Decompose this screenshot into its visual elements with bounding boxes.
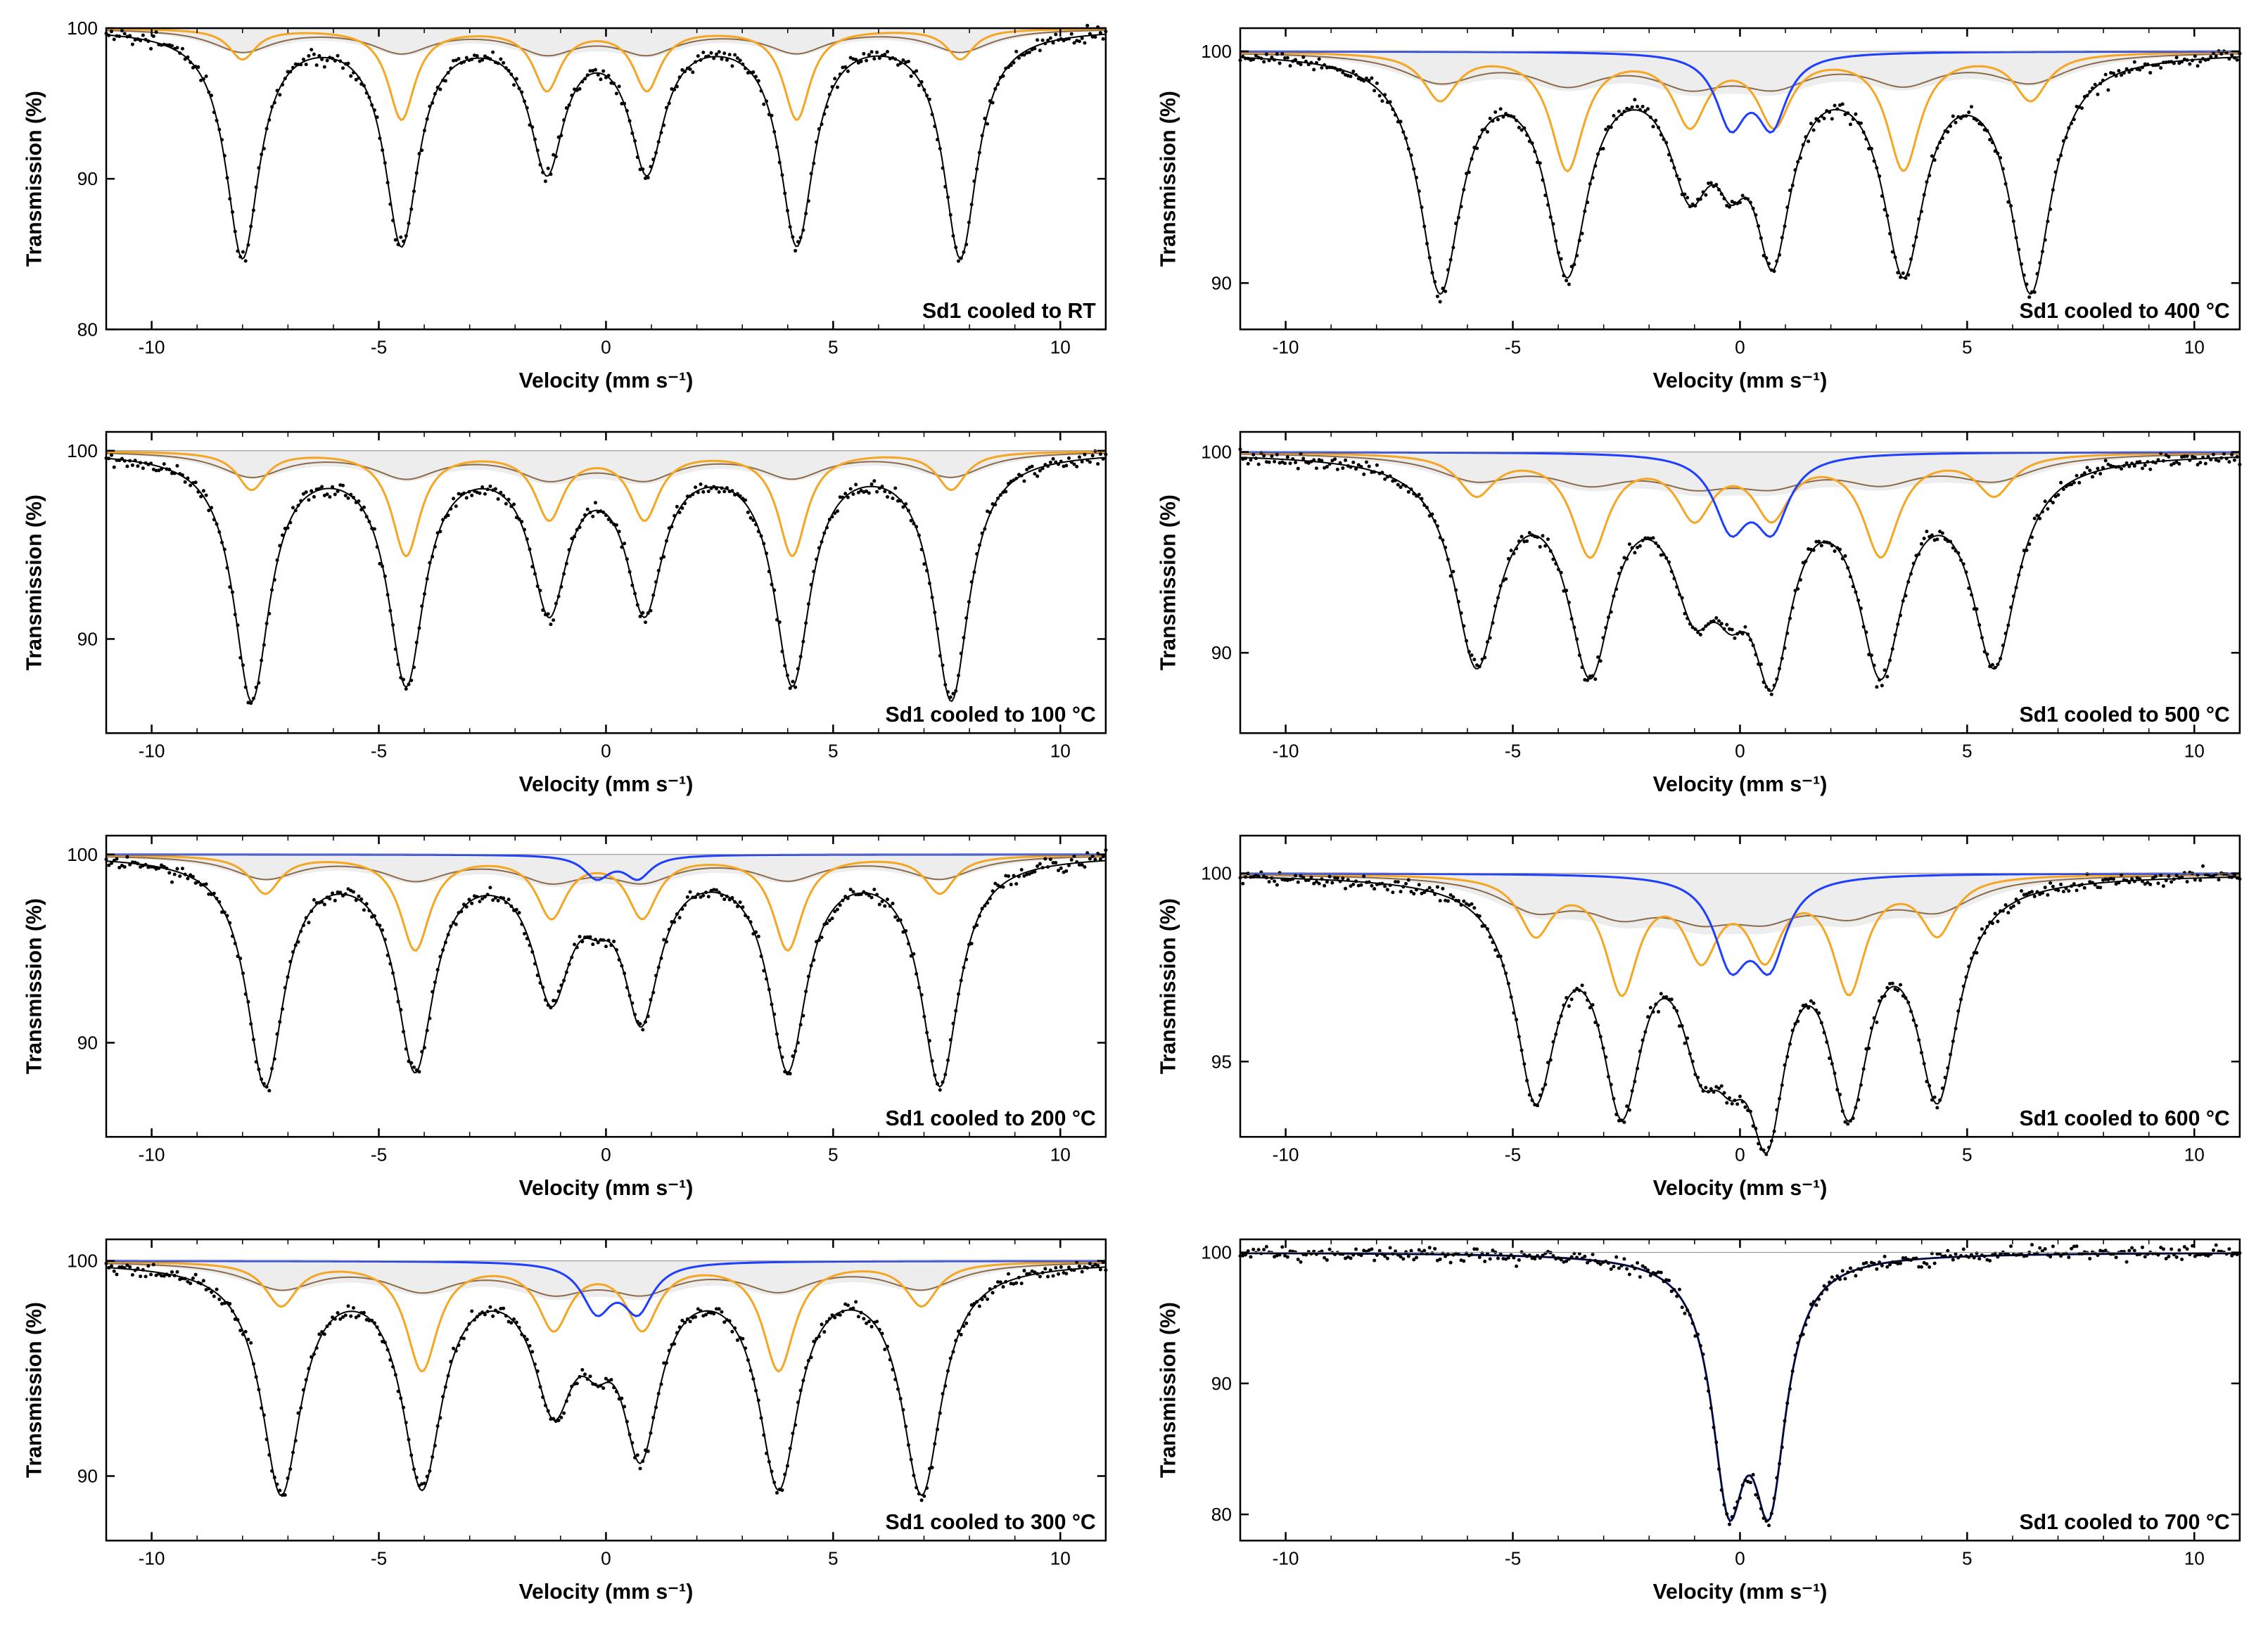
svg-text:80: 80	[77, 319, 98, 340]
svg-text:Sd1 cooled to 600 °C: Sd1 cooled to 600 °C	[2019, 1107, 2229, 1130]
svg-text:100: 100	[67, 440, 98, 461]
svg-text:100: 100	[1201, 41, 1232, 62]
svg-text:0: 0	[601, 1144, 611, 1165]
svg-text:10: 10	[1050, 337, 1071, 358]
svg-text:-5: -5	[1505, 741, 1521, 762]
svg-text:10: 10	[2184, 741, 2205, 762]
svg-text:5: 5	[828, 1144, 839, 1165]
svg-text:90: 90	[1211, 272, 1232, 293]
svg-text:Velocity (mm s⁻¹): Velocity (mm s⁻¹)	[519, 773, 694, 796]
svg-text:10: 10	[1050, 1144, 1071, 1165]
svg-text:Sd1 cooled to 200 °C: Sd1 cooled to 200 °C	[885, 1107, 1095, 1130]
svg-text:100: 100	[1201, 863, 1232, 884]
svg-text:0: 0	[1735, 337, 1745, 358]
svg-text:-5: -5	[1505, 337, 1521, 358]
svg-text:Transmission (%): Transmission (%)	[23, 494, 46, 670]
svg-text:Velocity (mm s⁻¹): Velocity (mm s⁻¹)	[1653, 1177, 1828, 1200]
spectrum-panel-p4: -10 -5 0 5 10 90 100 Velocity (mm s⁻¹) Transmiss…	[14, 822, 1120, 1211]
spectrum-panel-p5: -10 -5 0 5 10 95 100 Velocity (mm s⁻¹) Transmiss…	[1148, 822, 2254, 1211]
svg-text:-5: -5	[1505, 1144, 1521, 1165]
spectrum-panel-p3: -10 -5 0 5 10 90 100 Velocity (mm s⁻¹) Transmiss…	[1148, 418, 2254, 807]
svg-text:10: 10	[2184, 1548, 2205, 1569]
svg-text:-5: -5	[371, 1548, 387, 1569]
svg-text:Velocity (mm s⁻¹): Velocity (mm s⁻¹)	[1653, 773, 1828, 796]
svg-text:5: 5	[1962, 1144, 1973, 1165]
svg-text:100: 100	[67, 844, 98, 865]
svg-text:-5: -5	[371, 1144, 387, 1165]
svg-text:90: 90	[77, 629, 98, 650]
svg-text:5: 5	[828, 337, 839, 358]
svg-text:Transmission (%): Transmission (%)	[1157, 494, 1180, 670]
svg-text:100: 100	[67, 18, 98, 39]
svg-text:-10: -10	[1273, 741, 1299, 762]
svg-text:-10: -10	[1273, 337, 1299, 358]
svg-text:-5: -5	[371, 741, 387, 762]
svg-text:10: 10	[1050, 741, 1071, 762]
svg-text:100: 100	[1201, 442, 1232, 463]
svg-text:Velocity (mm s⁻¹): Velocity (mm s⁻¹)	[519, 1580, 694, 1604]
svg-text:Sd1 cooled to 400 °C: Sd1 cooled to 400 °C	[2019, 300, 2229, 323]
svg-text:Velocity (mm s⁻¹): Velocity (mm s⁻¹)	[1653, 369, 1828, 392]
svg-text:Sd1 cooled to 700 °C: Sd1 cooled to 700 °C	[2019, 1511, 2229, 1534]
svg-text:Transmission (%): Transmission (%)	[1157, 91, 1180, 267]
spectrum-panel-p6: -10 -5 0 5 10 90 100 Velocity (mm s⁻¹) Transmiss…	[14, 1225, 1120, 1615]
svg-text:10: 10	[2184, 1144, 2205, 1165]
spectrum-panel-p0: -10 -5 0 5 10 80 90 100 Velocity (mm s⁻¹) Transmi…	[14, 14, 1120, 404]
svg-text:10: 10	[2184, 337, 2205, 358]
svg-text:-10: -10	[139, 1548, 165, 1569]
svg-text:-10: -10	[1273, 1144, 1299, 1165]
svg-text:Transmission (%): Transmission (%)	[1157, 898, 1180, 1074]
svg-text:100: 100	[67, 1251, 98, 1272]
svg-text:5: 5	[1962, 741, 1973, 762]
svg-text:0: 0	[601, 1548, 611, 1569]
svg-text:5: 5	[828, 741, 839, 762]
svg-text:-5: -5	[371, 337, 387, 358]
svg-text:90: 90	[1211, 642, 1232, 663]
svg-text:0: 0	[1735, 741, 1745, 762]
svg-text:90: 90	[77, 1033, 98, 1054]
svg-text:0: 0	[1735, 1144, 1745, 1165]
svg-text:80: 80	[1211, 1504, 1232, 1525]
svg-text:90: 90	[77, 168, 98, 189]
svg-text:0: 0	[601, 741, 611, 762]
svg-text:Transmission (%): Transmission (%)	[23, 1302, 46, 1478]
svg-text:-10: -10	[139, 1144, 165, 1165]
svg-text:Transmission (%): Transmission (%)	[1157, 1302, 1180, 1478]
spectrum-panel-p7: -10 -5 0 5 10 80 90 100 Velocity (mm s⁻¹) Transmi…	[1148, 1225, 2254, 1615]
svg-text:-5: -5	[1505, 1548, 1521, 1569]
svg-text:5: 5	[1962, 1548, 1973, 1569]
svg-text:-10: -10	[139, 741, 165, 762]
svg-text:Velocity (mm s⁻¹): Velocity (mm s⁻¹)	[519, 369, 694, 392]
svg-text:0: 0	[1735, 1548, 1745, 1569]
svg-text:90: 90	[77, 1466, 98, 1487]
svg-text:-10: -10	[139, 337, 165, 358]
svg-text:0: 0	[601, 337, 611, 358]
spectrum-panel-p1: -10 -5 0 5 10 90 100 Velocity (mm s⁻¹) Transmiss…	[1148, 14, 2254, 404]
svg-text:Transmission (%): Transmission (%)	[23, 91, 46, 267]
svg-text:Sd1 cooled to RT: Sd1 cooled to RT	[922, 300, 1096, 323]
svg-text:10: 10	[1050, 1548, 1071, 1569]
svg-text:-10: -10	[1273, 1548, 1299, 1569]
spectrum-panel-p2: -10 -5 0 5 10 90 100 Velocity (mm s⁻¹) Transmiss…	[14, 418, 1120, 807]
svg-text:95: 95	[1211, 1051, 1232, 1072]
svg-text:90: 90	[1211, 1373, 1232, 1394]
svg-text:Velocity (mm s⁻¹): Velocity (mm s⁻¹)	[519, 1177, 694, 1200]
svg-text:5: 5	[1962, 337, 1973, 358]
svg-text:Transmission (%): Transmission (%)	[23, 898, 46, 1074]
svg-text:Sd1 cooled to 300 °C: Sd1 cooled to 300 °C	[885, 1511, 1095, 1534]
svg-text:Sd1 cooled to 100 °C: Sd1 cooled to 100 °C	[885, 703, 1095, 727]
svg-text:100: 100	[1201, 1242, 1232, 1263]
svg-text:5: 5	[828, 1548, 839, 1569]
svg-text:Sd1 cooled to 500 °C: Sd1 cooled to 500 °C	[2019, 703, 2229, 727]
svg-text:Velocity (mm s⁻¹): Velocity (mm s⁻¹)	[1653, 1580, 1828, 1604]
